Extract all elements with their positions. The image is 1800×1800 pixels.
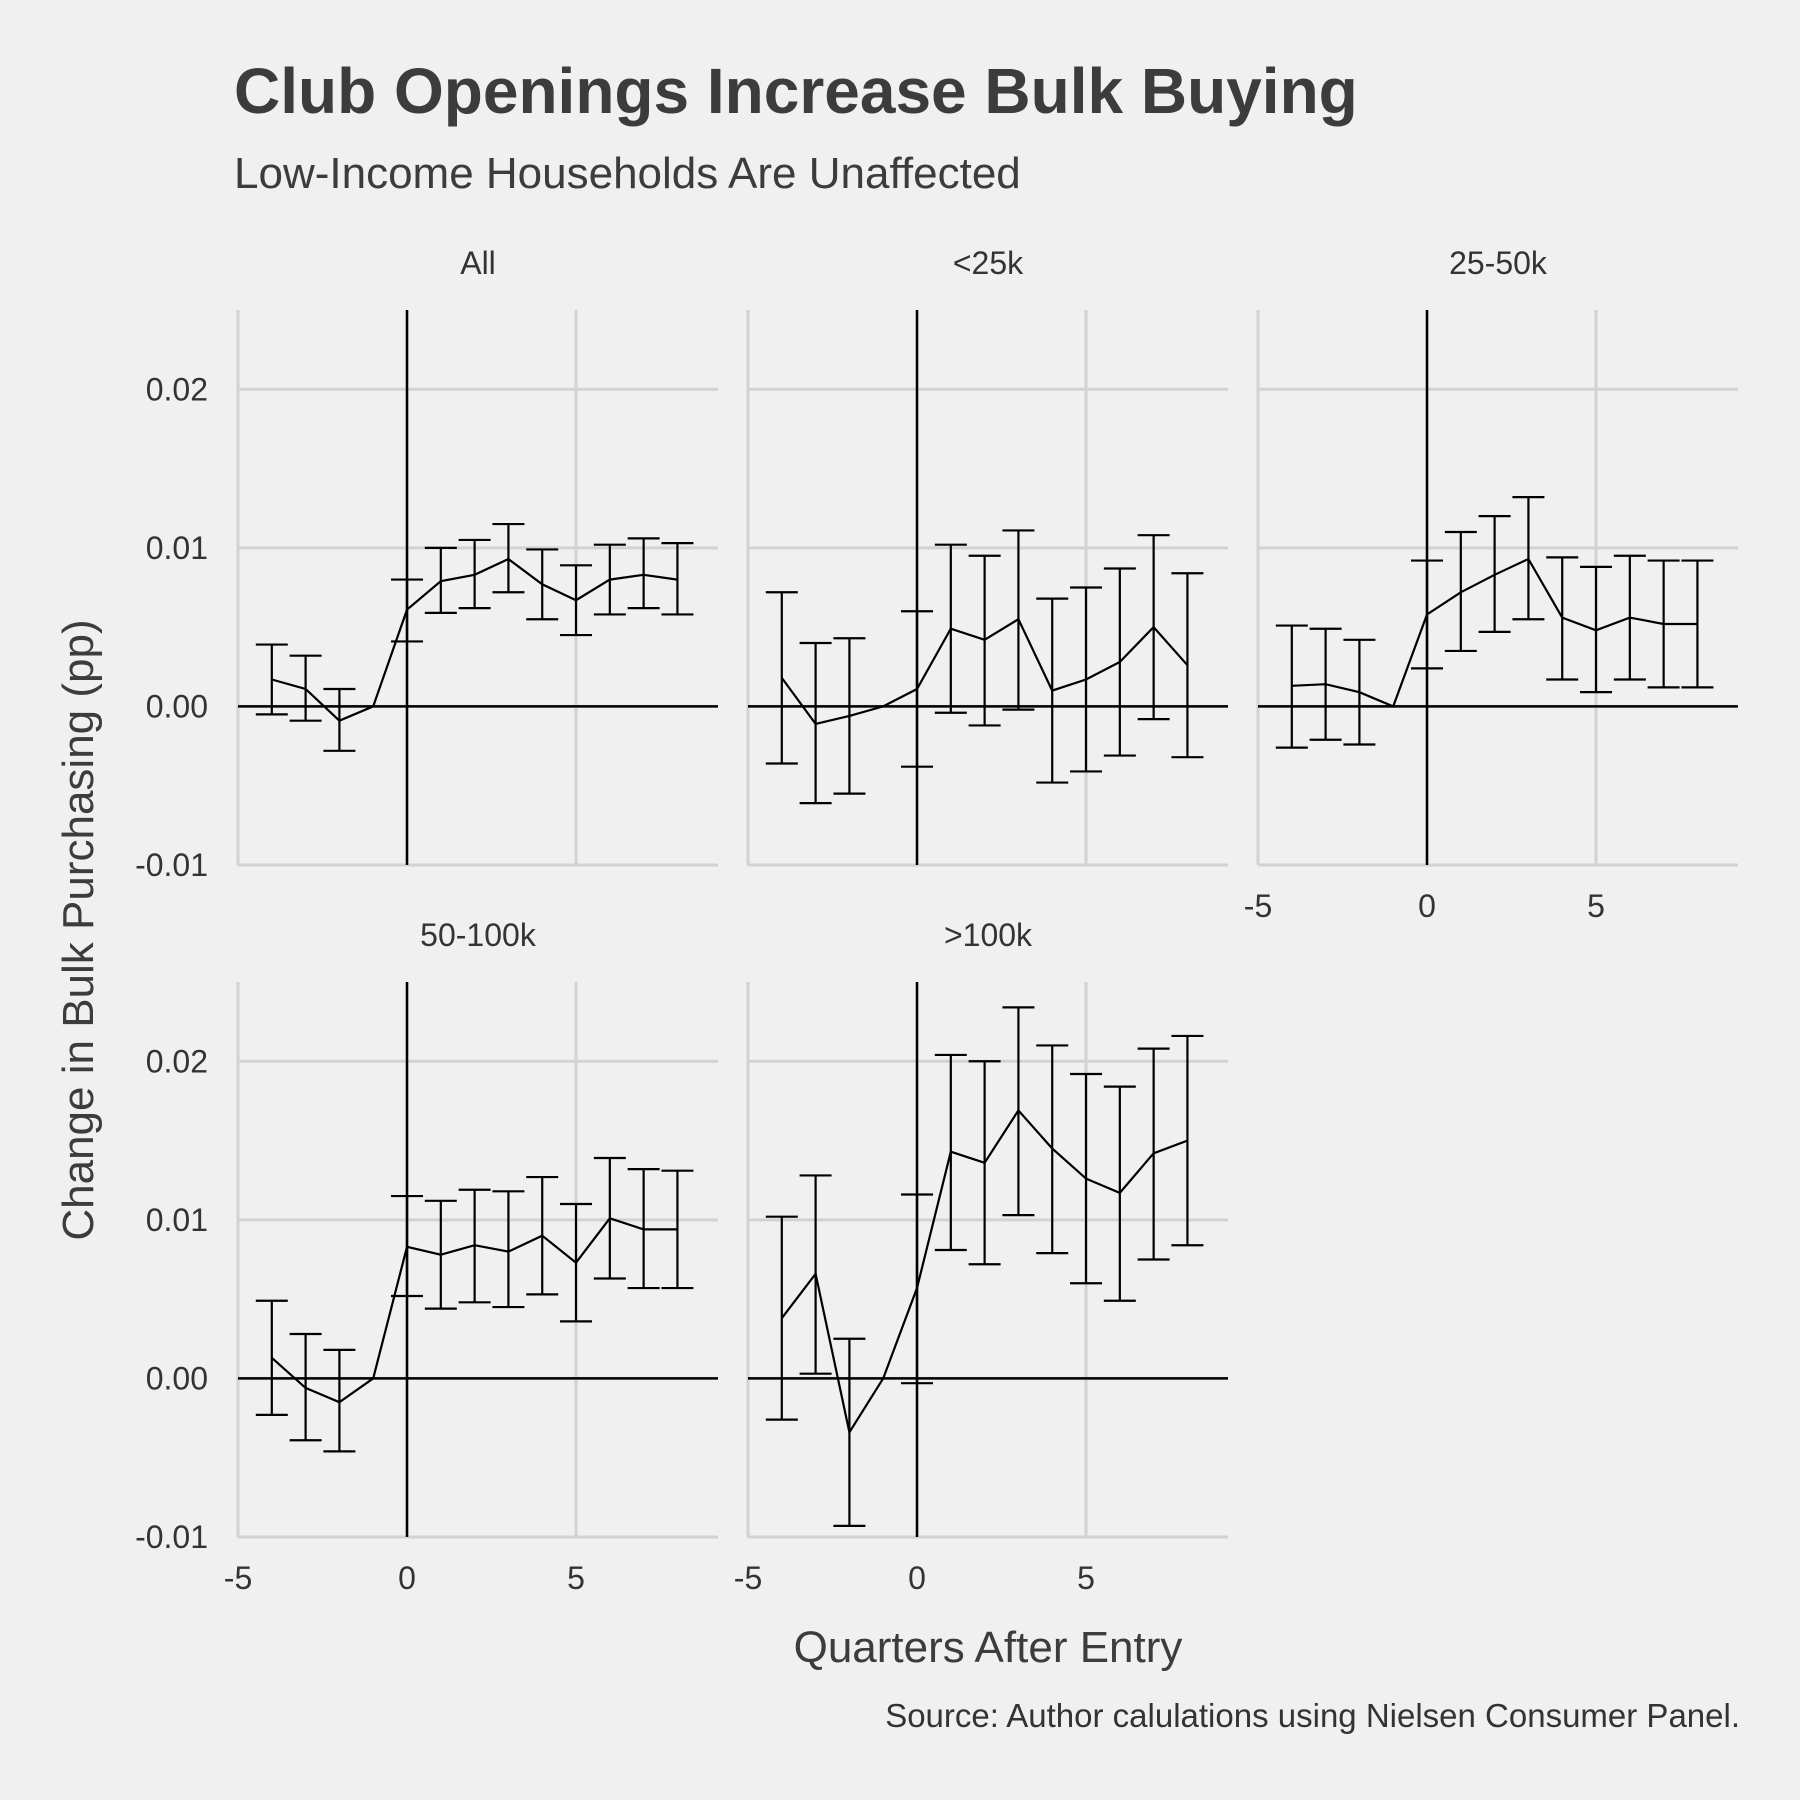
y-tick-label: -0.01 xyxy=(135,847,208,883)
x-tick-label: -5 xyxy=(224,1560,252,1596)
y-tick-label: 0.01 xyxy=(146,1202,208,1238)
y-axis-title: Change in Bulk Purchasing (pp) xyxy=(54,619,103,1240)
y-tick-label: 0.00 xyxy=(146,1360,208,1396)
panel-label: 50-100k xyxy=(420,917,537,953)
error-bar xyxy=(766,592,798,763)
chart-caption: Source: Author calulations using Nielsen… xyxy=(885,1697,1740,1734)
panel-4: >100k -5 0 5 xyxy=(734,917,1228,1596)
x-tick-label: 0 xyxy=(1418,888,1436,924)
error-bar xyxy=(1171,1036,1203,1245)
chart-subtitle: Low-Income Households Are Unaffected xyxy=(234,149,1021,198)
panels-group: All-0.010.000.010.02<25k 25-50k-5 0 550-100… xyxy=(135,245,1738,1596)
panel-label: All xyxy=(460,245,496,281)
panel-label: >100k xyxy=(944,917,1033,953)
error-bar xyxy=(1171,573,1203,757)
x-tick-label: 0 xyxy=(908,1560,926,1596)
y-tick-label: 0.01 xyxy=(146,530,208,566)
x-tick-label: 5 xyxy=(1587,888,1605,924)
y-tick-label: 0.02 xyxy=(146,1043,208,1079)
x-tick-label: -5 xyxy=(1244,888,1272,924)
y-tick-label: 0.00 xyxy=(146,688,208,724)
panel-1: <25k xyxy=(748,245,1228,865)
panel-3: 50-100k -0.01 0.00 0.01 0.02 -5 0 5 xyxy=(135,917,718,1596)
panel-label: <25k xyxy=(953,245,1024,281)
x-tick-label: 5 xyxy=(1077,1560,1095,1596)
x-tick-label: -5 xyxy=(734,1560,762,1596)
chart-title: Club Openings Increase Bulk Buying xyxy=(234,55,1358,127)
x-tick-label: 0 xyxy=(398,1560,416,1596)
y-tick-label: -0.01 xyxy=(135,1519,208,1555)
estimate-line xyxy=(272,1218,678,1402)
y-tick-label: 0.02 xyxy=(146,371,208,407)
error-bar xyxy=(256,645,288,715)
error-bar xyxy=(323,1350,355,1451)
x-axis-title: Quarters After Entry xyxy=(794,1623,1183,1672)
x-tick-label: 5 xyxy=(567,1560,585,1596)
error-bar xyxy=(1276,626,1308,748)
panel-2: 25-50k -5 0 5 xyxy=(1244,245,1738,924)
panel-label: 25-50k xyxy=(1449,245,1548,281)
panel-0: All -0.01 0.00 0.01 0.02 xyxy=(135,245,718,883)
